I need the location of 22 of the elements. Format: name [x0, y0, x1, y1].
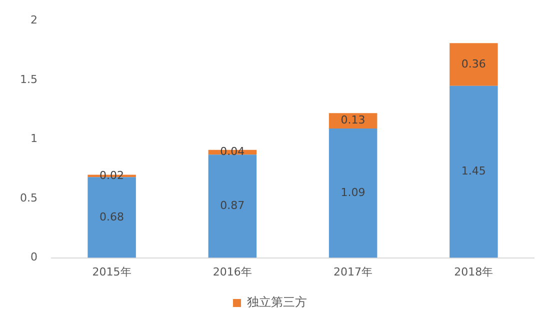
bar: [450, 86, 498, 258]
y-tick-label: 1.5: [20, 72, 38, 86]
x-tick-label: 2015年: [92, 265, 132, 278]
x-tick-label: 2018年: [454, 265, 494, 278]
data-label: 0.87: [220, 199, 245, 212]
y-tick-label: 0: [30, 250, 38, 264]
legend-label: 独立第三方: [247, 295, 307, 310]
x-tick-label: 2016年: [212, 265, 252, 278]
data-label: 0.13: [340, 114, 366, 127]
y-tick-label: 1: [30, 132, 38, 146]
bar: [450, 43, 498, 86]
data-label: 1.45: [461, 164, 486, 178]
data-label: 0.02: [100, 168, 124, 182]
bar: [328, 128, 378, 258]
bar: [208, 154, 257, 258]
y-tick-label: 0.5: [20, 191, 38, 204]
data-label: 0.36: [461, 57, 486, 70]
bar: [328, 113, 378, 129]
data-label: 0.68: [100, 210, 124, 224]
x-tick-label: 2017年: [334, 265, 373, 278]
y-tick-label: 2: [30, 13, 38, 26]
data-label: 1.09: [340, 186, 366, 200]
